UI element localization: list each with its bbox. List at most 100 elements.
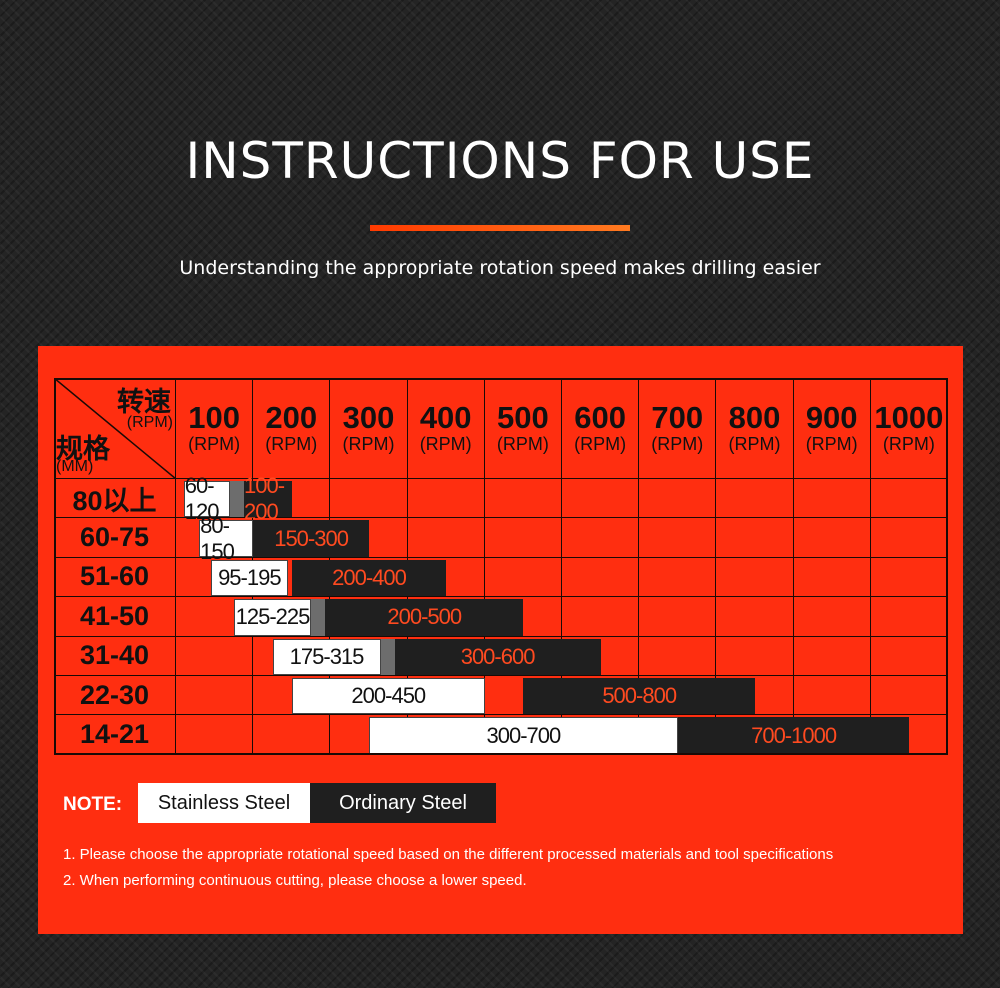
column-header-unit: (RPM) (265, 434, 318, 454)
table-cell (716, 557, 794, 598)
page-subtitle: Understanding the appropriate rotation s… (179, 257, 821, 279)
column-header-value: 1000 (874, 400, 944, 435)
column-header-unit: (RPM) (419, 434, 472, 454)
table-cell (253, 715, 331, 755)
table-cell (639, 518, 717, 558)
note-list: 1. Please choose the appropriate rotatio… (63, 842, 833, 894)
table-cell (639, 557, 717, 598)
column-header-value: 300 (342, 400, 395, 435)
row-header-spec: 31-40 (54, 636, 176, 676)
column-header-900: 900 (RPM) (793, 378, 871, 479)
column-header-unit: (RPM) (651, 434, 704, 454)
table-cell (870, 518, 948, 558)
table-cell (870, 636, 948, 676)
stainless-steel-range-bar: 80-150 (199, 513, 254, 564)
column-header-300: 300 (RPM) (330, 378, 408, 479)
row-header-spec: 22-30 (54, 676, 176, 716)
table-cell (484, 557, 562, 598)
table-cell (562, 557, 640, 598)
ordinary-steel-range-bar: 700-1000 (677, 717, 910, 754)
spec-header-label: 规格 (56, 434, 110, 464)
table-cell (330, 518, 408, 558)
table-cell (716, 479, 794, 519)
table-cell (793, 518, 871, 558)
column-header-value: 500 (497, 400, 549, 435)
table-cell (716, 518, 794, 558)
row-header-spec: 14-21 (54, 715, 176, 755)
column-header-1000: 1000 (RPM) (870, 378, 948, 479)
title-accent-bar (370, 225, 630, 231)
table-cell (484, 518, 562, 558)
table-cell (562, 479, 640, 519)
column-header-value: 100 (188, 400, 240, 435)
legend-ordinary-steel: Ordinary Steel (310, 783, 496, 823)
speed-header-label: 转速 (117, 387, 171, 417)
page-title: INSTRUCTIONS FOR USE (185, 132, 815, 190)
column-header-value: 700 (651, 400, 704, 435)
column-header-value: 600 (574, 400, 626, 435)
column-header-unit: (RPM) (882, 434, 935, 454)
column-header-500: 500 (RPM) (484, 378, 562, 479)
table-cell (330, 479, 408, 519)
row-header-spec: 51-60 (54, 557, 176, 598)
table-cell (562, 636, 640, 676)
table-cell (870, 479, 948, 519)
table-cell (870, 676, 948, 716)
column-header-700: 700 (RPM) (639, 378, 717, 479)
column-header-unit: (RPM) (342, 434, 395, 454)
table-cell (870, 557, 948, 598)
table-cell (793, 557, 871, 598)
note-line-2: 2. When performing continuous cutting, p… (63, 872, 527, 889)
column-header-unit: (RPM) (805, 434, 858, 454)
stainless-steel-range-bar: 175-315 (272, 638, 381, 675)
table-cell (484, 479, 562, 519)
table-cell (176, 636, 254, 676)
spec-header-unit: (MM) (56, 458, 94, 475)
table-cell (716, 597, 794, 637)
table-cell (484, 597, 562, 637)
column-header-800: 800 (RPM) (716, 378, 794, 479)
range-overlap-marker (380, 638, 395, 675)
column-header-value: 900 (805, 400, 858, 435)
column-header-unit: (RPM) (574, 434, 627, 454)
column-header-200: 200 (RPM) (253, 378, 331, 479)
column-header-400: 400 (RPM) (407, 378, 485, 479)
table-cell (793, 676, 871, 716)
table-cell (716, 676, 794, 716)
stainless-steel-range-bar: 300-700 (369, 717, 678, 754)
table-cell (639, 597, 717, 637)
table-cell (870, 597, 948, 637)
column-header-value: 200 (265, 400, 318, 435)
column-header-unit: (RPM) (496, 434, 549, 454)
column-header-value: 400 (419, 400, 472, 435)
legend-stainless-steel: Stainless Steel (138, 783, 310, 823)
table-corner-cell: 转速 (RPM) 规格 (MM) (54, 378, 176, 479)
table-cell (176, 715, 254, 755)
table-cell (176, 676, 254, 716)
table-cell (793, 636, 871, 676)
column-header-unit: (RPM) (188, 434, 241, 454)
ordinary-steel-range-bar: 500-800 (523, 678, 755, 715)
table-cell (793, 597, 871, 637)
table-cell (639, 479, 717, 519)
table-cell (793, 479, 871, 519)
table-cell (716, 636, 794, 676)
table-cell (253, 479, 331, 519)
row-header-spec: 41-50 (54, 597, 176, 637)
ordinary-steel-range-bar: 150-300 (253, 520, 369, 557)
note-label: NOTE: (63, 794, 123, 815)
ordinary-steel-range-bar: 300-600 (394, 638, 601, 675)
table-cell (407, 557, 485, 598)
table-cell (407, 518, 485, 558)
ordinary-steel-range-bar: 200-400 (291, 559, 447, 597)
corner-diagonal-line (54, 378, 176, 479)
row-header-spec: 60-75 (54, 518, 176, 558)
column-header-600: 600 (RPM) (562, 378, 640, 479)
ordinary-steel-range-bar: 200-500 (325, 599, 524, 636)
range-overlap-marker (230, 481, 245, 518)
range-overlap-marker (311, 599, 326, 636)
row-header-spec: 80以上 (54, 479, 176, 519)
speed-table: 转速 (RPM) 规格 (MM) 100 (RPM) 200 (RPM) 300 (RPM… (54, 378, 948, 755)
column-header-value: 800 (728, 400, 781, 435)
speed-header-unit: (RPM) (126, 414, 173, 431)
